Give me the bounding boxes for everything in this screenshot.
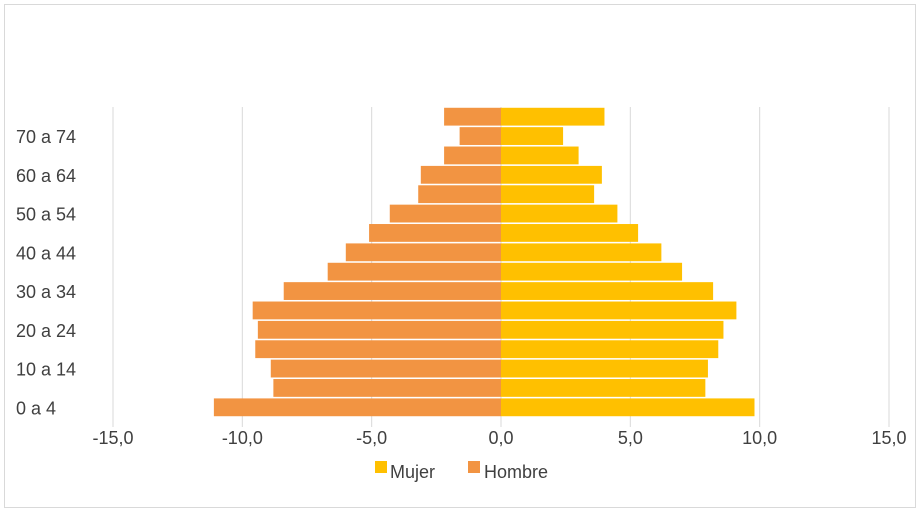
legend-swatch-mujer <box>375 461 387 473</box>
x-tick-label: 15,0 <box>871 428 906 448</box>
bar-mujer <box>501 185 595 204</box>
bar-hombre <box>420 165 501 184</box>
bar-mujer <box>501 165 602 184</box>
series-hombre <box>213 107 501 417</box>
x-axis-ticks: -15,0 -10,0 -5,0 0,0 5,0 10,0 15,0 <box>92 428 906 448</box>
bar-mujer <box>501 359 708 378</box>
bar-mujer <box>501 320 724 339</box>
bar-mujer <box>501 127 564 145</box>
series-mujer <box>501 107 755 417</box>
bar-hombre <box>255 340 501 359</box>
y-tick-label: 60 a 64 <box>16 166 76 186</box>
bar-hombre <box>257 320 501 339</box>
x-tick-label: -5,0 <box>356 428 387 448</box>
bar-hombre <box>389 204 501 223</box>
y-tick-label: 40 a 44 <box>16 243 76 263</box>
y-tick-label: 50 a 54 <box>16 205 76 225</box>
bar-mujer <box>501 340 719 359</box>
bar-hombre <box>283 282 501 300</box>
x-tick-label: -10,0 <box>222 428 263 448</box>
x-tick-label: 10,0 <box>742 428 777 448</box>
legend-label-hombre: Hombre <box>484 462 548 482</box>
bar-mujer <box>501 262 683 281</box>
bar-hombre <box>459 127 501 145</box>
bar-hombre <box>444 146 501 165</box>
x-tick-label: 0,0 <box>488 428 513 448</box>
bar-mujer <box>501 204 618 223</box>
bars <box>213 107 755 417</box>
y-axis-labels: 0 a 4 10 a 14 20 a 24 30 a 34 40 a 44 50 a 54… <box>16 127 76 418</box>
bar-mujer <box>501 243 662 262</box>
y-tick-label: 20 a 24 <box>16 321 76 341</box>
bar-hombre <box>444 107 501 126</box>
bar-hombre <box>270 359 501 378</box>
x-tick-label: 5,0 <box>618 428 643 448</box>
x-tick-label: -15,0 <box>92 428 133 448</box>
bar-mujer <box>501 398 755 417</box>
bar-mujer <box>501 282 714 300</box>
y-tick-label: 30 a 34 <box>16 282 76 302</box>
bar-hombre <box>252 301 501 320</box>
bar-mujer <box>501 224 639 242</box>
bar-hombre <box>273 379 501 397</box>
bar-mujer <box>501 379 706 397</box>
bar-mujer <box>501 301 737 320</box>
bar-hombre <box>345 243 501 262</box>
bar-mujer <box>501 146 579 165</box>
y-tick-label: 70 a 74 <box>16 127 76 147</box>
y-tick-label: 0 a 4 <box>16 398 56 418</box>
legend: Mujer Hombre <box>375 461 548 482</box>
bar-hombre <box>213 398 501 417</box>
y-tick-label: 10 a 14 <box>16 360 76 380</box>
bar-hombre <box>369 224 501 242</box>
bar-hombre <box>327 262 501 281</box>
legend-swatch-hombre <box>468 461 480 473</box>
bar-hombre <box>418 185 501 204</box>
legend-label-mujer: Mujer <box>390 462 435 482</box>
bar-mujer <box>501 107 605 126</box>
